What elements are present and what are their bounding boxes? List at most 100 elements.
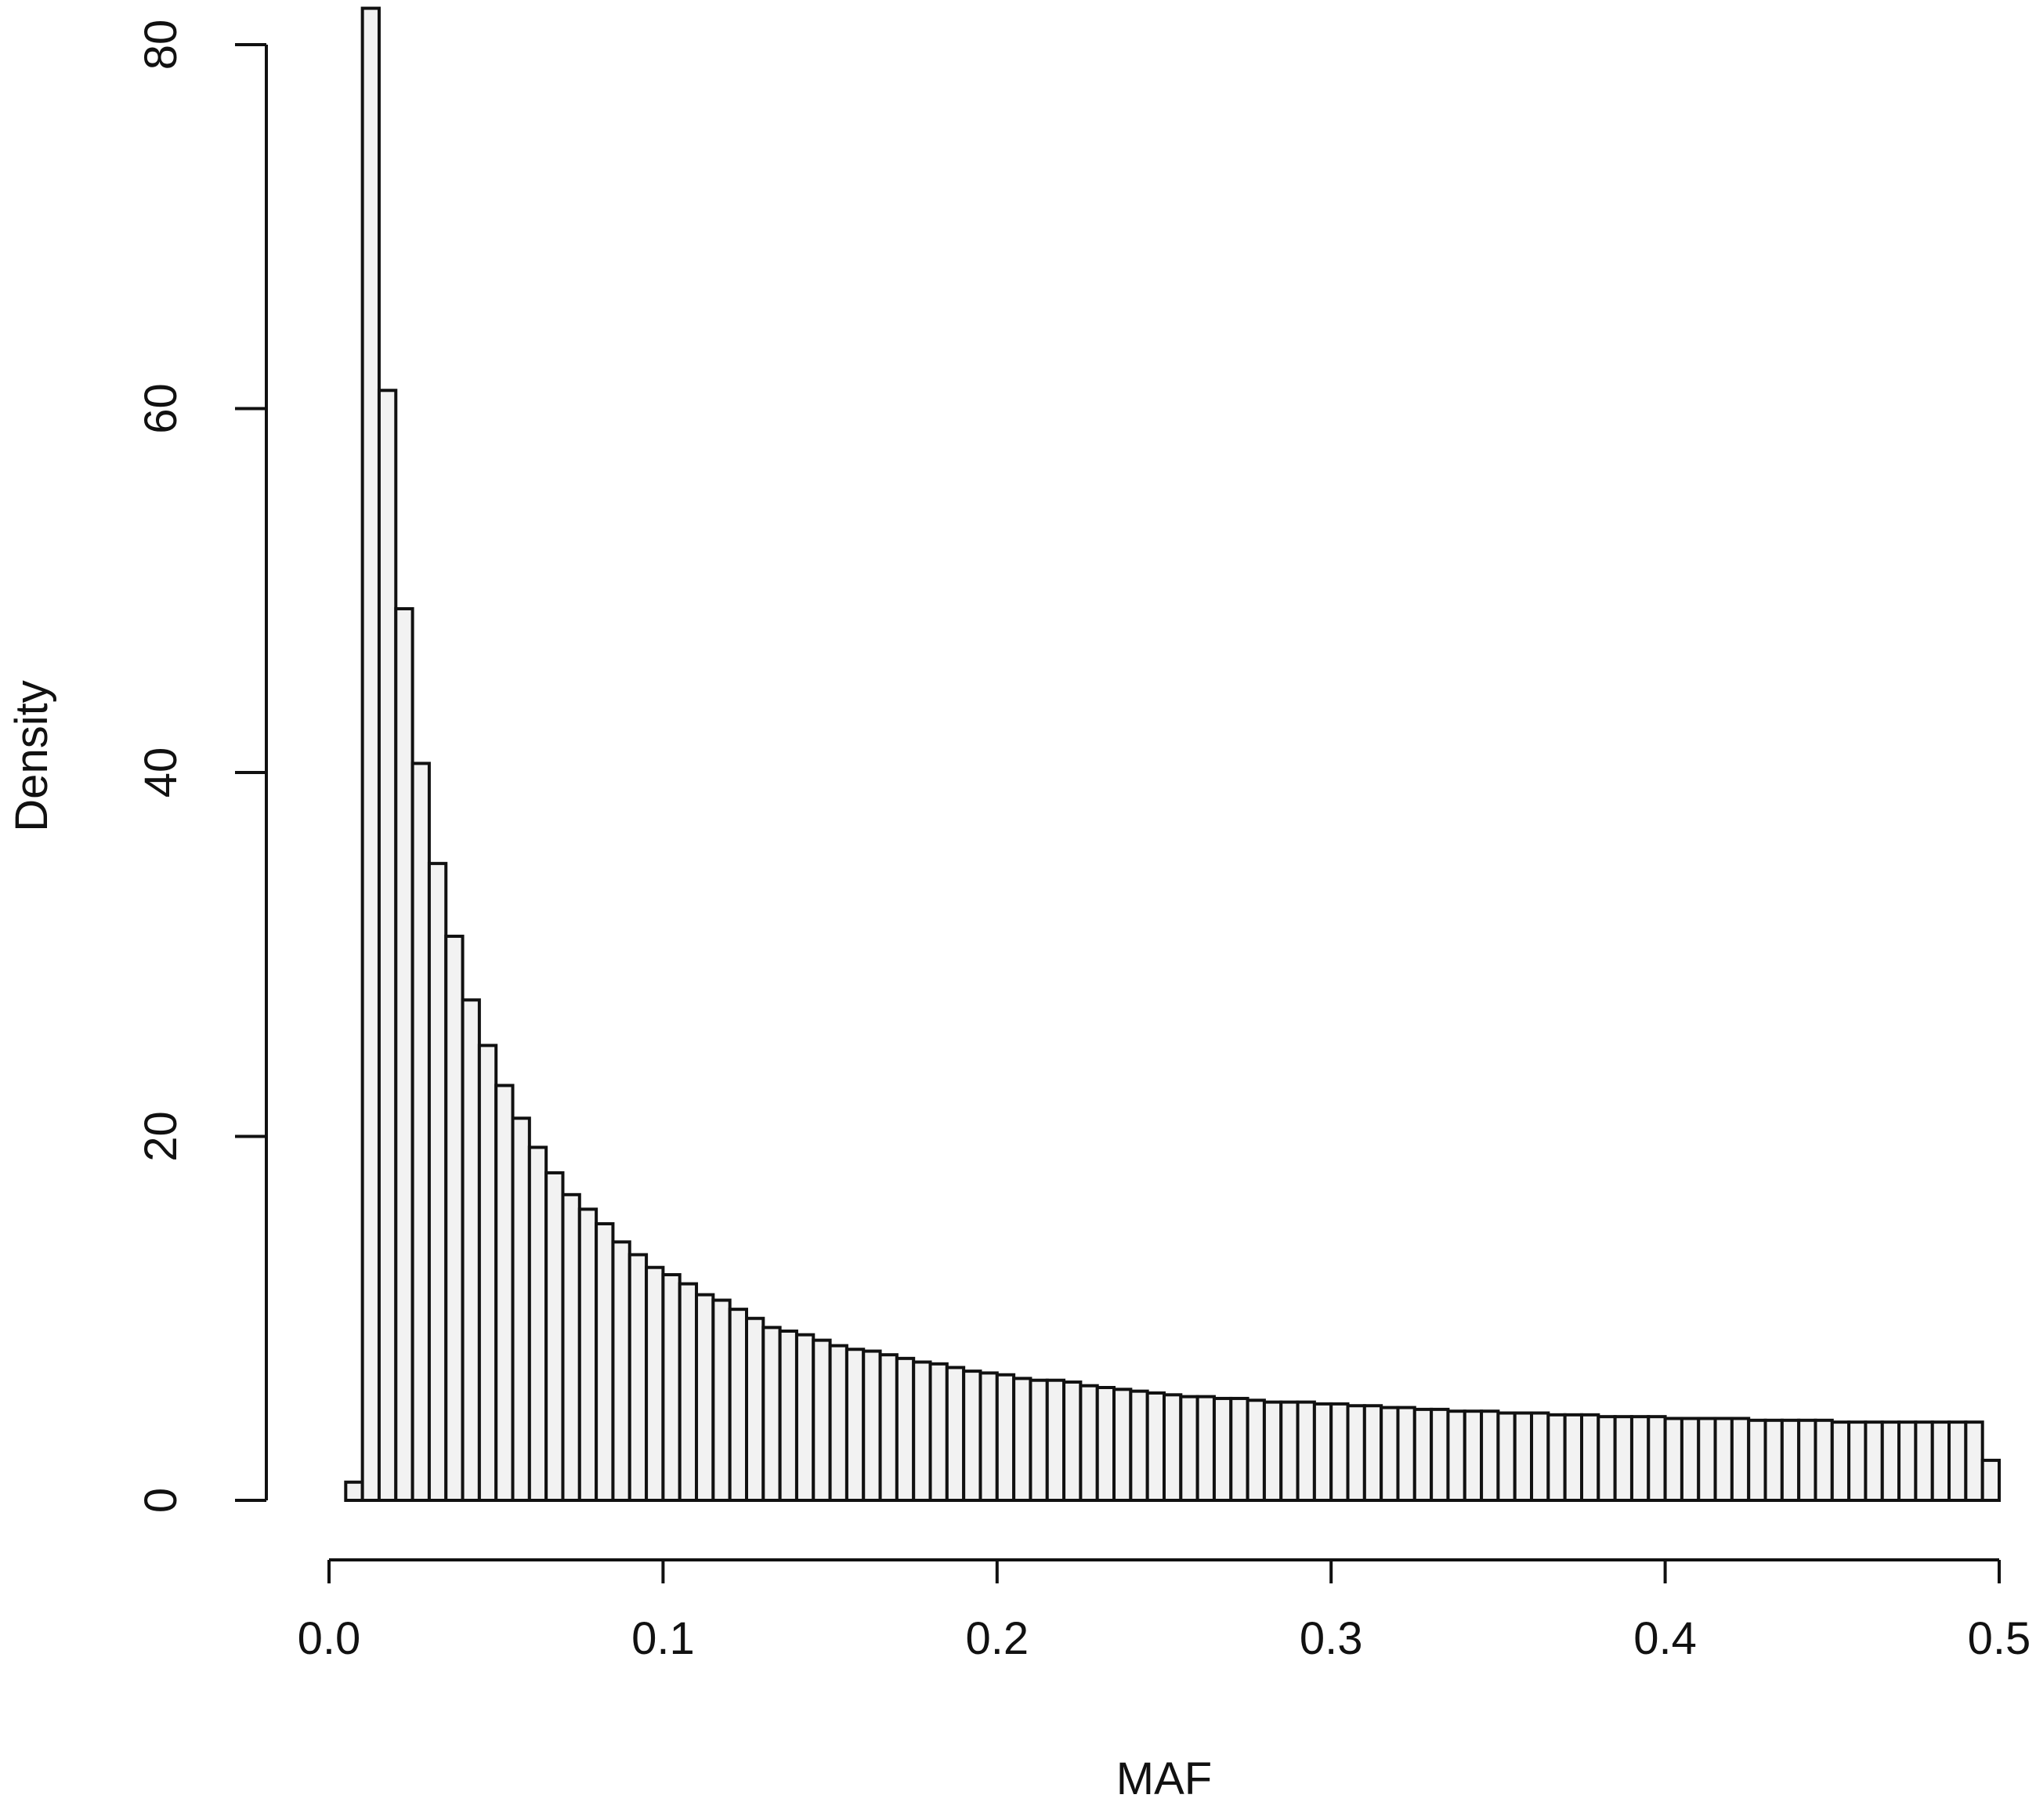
histogram-bar <box>1396 1406 1416 1502</box>
histogram-bar <box>678 1282 699 1503</box>
histogram-bar <box>1163 1393 1183 1503</box>
histogram-bar <box>1763 1418 1784 1503</box>
histogram-bar <box>1496 1411 1517 1503</box>
histogram-bar <box>1814 1418 1834 1503</box>
histogram-bar <box>527 1145 548 1503</box>
histogram-bar <box>1279 1400 1300 1502</box>
histogram-bar <box>494 1084 515 1502</box>
histogram-bar <box>928 1362 949 1502</box>
histogram-bar <box>1914 1420 1934 1502</box>
x-axis-title: MAF <box>1116 1753 1212 1804</box>
histogram-bar <box>1930 1420 1951 1502</box>
histogram-bar <box>344 1480 364 1503</box>
x-tick-label: 0.4 <box>1633 1613 1697 1664</box>
histogram-bar <box>1362 1404 1383 1502</box>
histogram-bar <box>1430 1407 1450 1502</box>
histogram-bar <box>544 1171 565 1502</box>
histogram-bar <box>1747 1418 1767 1503</box>
histogram-bar <box>611 1240 631 1502</box>
y-axis: 0 20 40 60 80 <box>136 20 268 1513</box>
histogram-bar <box>728 1308 748 1502</box>
histogram-bar <box>1797 1418 1817 1503</box>
histogram-bar <box>761 1326 782 1503</box>
histogram-bar <box>1195 1395 1216 1503</box>
histogram-bar <box>1563 1413 1584 1503</box>
histogram-bar <box>1880 1420 1901 1502</box>
histogram-bar <box>1412 1407 1434 1502</box>
histogram-bar <box>812 1338 832 1502</box>
histogram-bar <box>661 1273 682 1502</box>
histogram-bar <box>1629 1415 1651 1503</box>
histogram-bar <box>511 1116 531 1503</box>
histogram-bar <box>912 1360 932 1502</box>
histogram-bar <box>477 1044 498 1502</box>
histogram-bar <box>1446 1409 1466 1503</box>
histogram-bar <box>1964 1420 1984 1502</box>
histogram-bar <box>778 1330 798 1502</box>
histogram-bar <box>945 1366 966 1503</box>
histogram-bar <box>1897 1420 1918 1502</box>
histogram-bar <box>1346 1404 1366 1502</box>
bars-layer <box>344 6 2001 1503</box>
histogram-bar <box>1079 1384 1099 1502</box>
histogram-bar <box>1296 1400 1316 1502</box>
histogram-bar <box>862 1349 882 1503</box>
histogram-bar <box>1179 1395 1199 1503</box>
histogram-bar <box>1780 1418 1801 1503</box>
y-tick-label: 80 <box>136 20 186 71</box>
histogram-bar <box>1697 1417 1717 1503</box>
histogram-bar <box>1597 1415 1617 1503</box>
histogram-bar <box>1145 1391 1166 1503</box>
x-tick-label: 0.2 <box>965 1613 1029 1664</box>
histogram-bar <box>844 1348 866 1503</box>
histogram-bar <box>1312 1402 1333 1502</box>
histogram-bar <box>595 1221 615 1502</box>
histogram-bar <box>1262 1400 1283 1502</box>
x-tick-label: 0.3 <box>1300 1613 1363 1664</box>
histogram-bar <box>1713 1417 1734 1503</box>
histogram-bar <box>1580 1413 1600 1503</box>
histogram-bar <box>695 1293 715 1502</box>
histogram-bar <box>1029 1378 1049 1502</box>
histogram-bar <box>794 1333 815 1502</box>
histogram-bar <box>1513 1411 1534 1503</box>
y-tick-label: 60 <box>136 383 186 434</box>
histogram-bar <box>1045 1378 1066 1502</box>
histogram-bar <box>360 6 381 1502</box>
histogram-bar <box>1830 1420 1851 1502</box>
histogram-bar <box>1663 1417 1683 1503</box>
y-axis-title: Density <box>6 680 57 831</box>
histogram-bar <box>1095 1386 1116 1502</box>
y-tick-label: 20 <box>136 1111 186 1162</box>
x-tick-label: 0.5 <box>1968 1613 2031 1664</box>
histogram-bar <box>895 1356 916 1502</box>
histogram-bar <box>1212 1396 1233 1502</box>
y-tick-label: 0 <box>136 1488 186 1513</box>
histogram-bar <box>1380 1406 1400 1502</box>
histogram-bar <box>461 998 481 1502</box>
histogram-bar <box>427 862 448 1502</box>
histogram-bar <box>711 1298 732 1503</box>
histogram-bar <box>1546 1413 1567 1503</box>
histogram-bar <box>1613 1415 1633 1503</box>
y-tick-label: 40 <box>136 747 186 798</box>
histogram-bar <box>645 1265 665 1502</box>
histogram-bar <box>1229 1396 1249 1502</box>
x-tick-label: 0.0 <box>298 1613 361 1664</box>
histogram-bar <box>1463 1409 1484 1503</box>
histogram-bar <box>394 606 414 1502</box>
histogram-bar <box>1062 1380 1083 1502</box>
histogram-bar <box>1864 1420 1884 1502</box>
histogram-bar <box>410 762 431 1502</box>
histogram-bar <box>1246 1398 1266 1502</box>
histogram-bar <box>878 1353 899 1502</box>
histogram-bar <box>1530 1411 1550 1503</box>
histogram-bar <box>1129 1389 1149 1503</box>
histogram-bar <box>1980 1458 2001 1503</box>
histogram-bar <box>1112 1388 1133 1503</box>
histogram-bar <box>978 1371 999 1503</box>
histogram-bar <box>1847 1420 1868 1502</box>
histogram-bar <box>1680 1417 1701 1503</box>
